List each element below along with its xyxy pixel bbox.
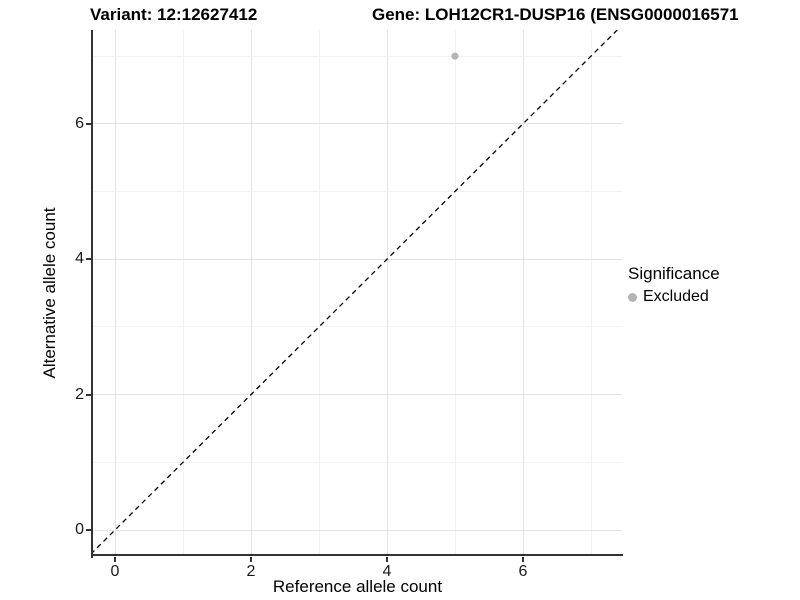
gridline-y-3 — [93, 326, 622, 328]
gridline-x-6 — [522, 30, 524, 556]
y-axis-line — [91, 30, 93, 558]
legend-item-label: Excluded — [643, 288, 709, 305]
gridline-x-7 — [590, 30, 592, 556]
gridline-x-3 — [318, 30, 320, 556]
gridline-x-0 — [114, 30, 116, 556]
x-tick-6 — [522, 557, 524, 562]
x-tick-label-0: 0 — [110, 563, 120, 580]
plot-panel — [93, 30, 622, 556]
legend-title: Significance — [628, 264, 720, 283]
legend: Significance Excluded — [628, 264, 720, 306]
y-tick-label-2: 2 — [75, 385, 84, 403]
gene-title: Gene: LOH12CR1-DUSP16 (ENSG0000016571 — [372, 5, 739, 24]
x-axis-line — [91, 554, 623, 556]
y-tick-4 — [86, 258, 91, 261]
legend-item-excluded: Excluded — [628, 288, 720, 306]
gridline-x-4 — [386, 30, 388, 556]
x-tick-0 — [114, 557, 116, 562]
gridline-y-0 — [93, 529, 622, 531]
gridline-y-6 — [93, 123, 622, 125]
gridline-x-2 — [250, 30, 252, 556]
y-tick-label-0: 0 — [75, 521, 84, 538]
gridline-y-5 — [93, 191, 622, 192]
x-tick-2 — [250, 557, 252, 562]
data-point — [451, 52, 459, 60]
x-tick-label-2: 2 — [246, 563, 256, 580]
gridline-y-4 — [93, 258, 622, 260]
y-axis-title: Alternative allele count — [40, 207, 59, 379]
x-tick-label-6: 6 — [518, 563, 528, 580]
gridline-y-2 — [93, 394, 622, 396]
gridline-x-5 — [454, 30, 456, 556]
plot-canvas — [93, 30, 619, 553]
y-tick-label-4: 4 — [75, 250, 84, 268]
identity-line — [93, 30, 619, 553]
legend-point-icon — [628, 292, 637, 302]
variant-title: Variant: 12:12627412 — [90, 5, 258, 24]
x-tick-4 — [386, 557, 388, 562]
y-tick-6 — [86, 122, 91, 125]
gridline-y-1 — [93, 461, 622, 463]
y-tick-2 — [86, 393, 91, 396]
gridline-y-7 — [93, 55, 622, 57]
y-tick-0 — [86, 529, 91, 531]
plot-title-row: Variant: 12:12627412 Gene: LOH12CR1-DUSP… — [0, 5, 800, 29]
x-axis-title: Reference allele count — [272, 577, 443, 596]
y-tick-label-6: 6 — [75, 114, 84, 132]
gridline-x-1 — [182, 30, 184, 556]
x-tick-label-4: 4 — [382, 563, 392, 580]
